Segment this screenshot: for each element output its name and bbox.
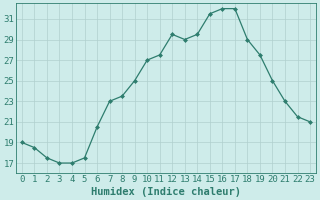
X-axis label: Humidex (Indice chaleur): Humidex (Indice chaleur) (91, 186, 241, 197)
